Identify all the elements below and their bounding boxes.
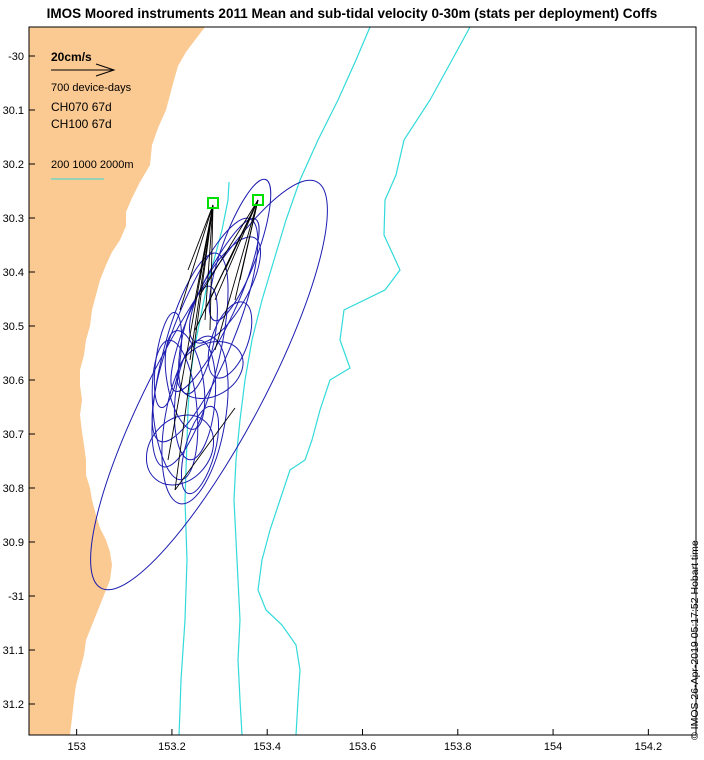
x-tick-label: 154.2: [635, 741, 663, 753]
y-tick-label: 30.5: [3, 321, 24, 333]
y-tick-label: 31.1: [3, 645, 24, 657]
y-tick-label: 30.7: [3, 429, 24, 441]
velocity-vector: [214, 199, 259, 351]
legend-scale-label: 20cm/s: [51, 50, 92, 64]
y-tick-label: 31.2: [3, 699, 24, 711]
legend-deployment-2: CH100 67d: [51, 117, 112, 131]
legend-isobaths-label: 200 1000 2000m: [51, 159, 134, 171]
velocity-vector: [224, 199, 259, 271]
x-tick-label: 153.8: [444, 741, 472, 753]
variance-ellipse: [153, 311, 183, 409]
x-tick-label: 153.2: [158, 741, 186, 753]
velocity-vector: [239, 199, 259, 281]
y-tick-label: 30.4: [3, 267, 24, 279]
legend-device-days: 700 device-days: [51, 82, 132, 94]
coastline-land: [29, 27, 205, 735]
velocity-vector: [174, 407, 236, 491]
velocity-vector: [214, 199, 259, 301]
velocity-vector: [199, 199, 259, 296]
x-tick-label: 154: [544, 741, 562, 753]
variance-ellipse: [208, 178, 272, 322]
y-tick-label: -31: [8, 591, 24, 603]
y-tick-label: 30.9: [3, 537, 24, 549]
variance-ellipse: [180, 405, 220, 495]
x-tick-label: 153: [67, 741, 85, 753]
velocity-vector: [179, 204, 214, 311]
legend: 20cm/s 700 device-days CH070 67d CH100 6…: [51, 50, 134, 180]
x-axis: 153 153.2 153.4 153.6 153.8 154 154.2: [67, 729, 662, 753]
velocity-vector: [189, 204, 214, 361]
variance-ellipse: [145, 414, 215, 486]
variance-ellipse: [178, 285, 218, 395]
velocity-vector: [174, 204, 214, 491]
variance-ellipse: [164, 330, 206, 430]
y-tick-label: 30.3: [3, 213, 24, 225]
legend-arrow-head: [95, 63, 116, 77]
velocity-vector: [209, 204, 214, 331]
x-tick-label: 153.6: [349, 741, 377, 753]
map-title: IMOS Moored instruments 2011 Mean and su…: [46, 6, 658, 21]
variance-ellipse: [151, 252, 229, 468]
y-tick-label: 30.1: [3, 105, 24, 117]
x-tick-label: 153.4: [253, 741, 281, 753]
variance-ellipse: [207, 301, 253, 379]
variance-ellipse: [151, 339, 199, 481]
velocity-vector: [167, 204, 214, 461]
isobath-1000m: [233, 26, 371, 736]
variance-ellipse: [161, 335, 229, 505]
variance-ellipse: [176, 340, 244, 400]
y-tick-label: 30.6: [3, 375, 24, 387]
isobath-2000m: [257, 26, 471, 736]
variance-ellipse: [173, 339, 217, 461]
legend-deployment-1: CH070 67d: [51, 100, 112, 114]
variance-ellipse: [90, 179, 328, 591]
velocity-vector: [204, 204, 214, 321]
y-tick-label: -30: [8, 51, 24, 63]
velocity-vector: [187, 204, 214, 271]
mooring-marker-ch100[interactable]: [252, 194, 264, 206]
mooring-marker-ch070[interactable]: [207, 197, 219, 209]
y-tick-label: 30.8: [3, 483, 24, 495]
y-tick-label: 30.2: [3, 159, 24, 171]
y-axis: -30 30.1 30.2 30.3 30.4 30.5 30.6 30.7 30.8 30.9 -…: [3, 51, 35, 711]
timestamp: © IMOS 26-Apr-2019 05:17:52 Hobart time: [689, 540, 701, 740]
velocity-vectors: [167, 199, 259, 491]
